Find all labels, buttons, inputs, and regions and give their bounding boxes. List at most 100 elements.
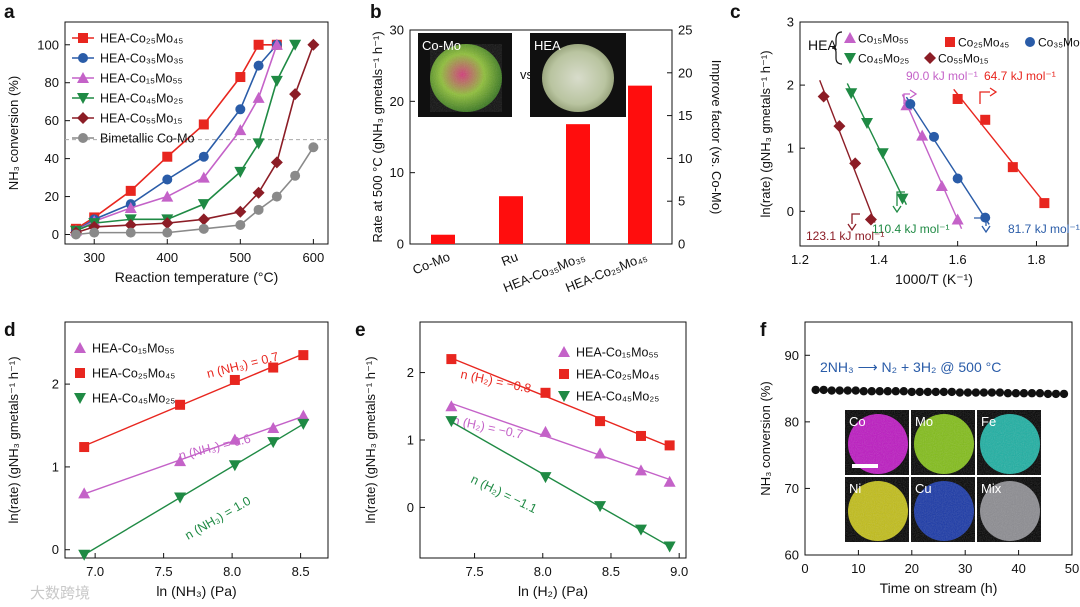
activation-energy-label: 110.4 kJ mol⁻¹	[872, 222, 949, 236]
series-line-0	[75, 43, 277, 230]
y2-tick-label: 0	[678, 237, 685, 252]
x-tick-label: 9.0	[670, 564, 688, 579]
data-point	[595, 416, 606, 427]
y-tick-label: 2	[52, 377, 59, 392]
y-tick-label: 2	[407, 365, 414, 380]
legend-marker	[945, 37, 955, 47]
data-point	[162, 174, 173, 185]
y-tick-label: 1	[407, 433, 414, 448]
arrow-head	[981, 225, 991, 234]
watermark-text: 大数跨境	[30, 584, 90, 602]
data-point	[271, 191, 282, 202]
panel-letter: b	[370, 2, 382, 23]
fit-line-1	[451, 357, 670, 448]
data-point	[916, 129, 929, 141]
series-line-2	[75, 44, 278, 232]
element-map-label: Co	[849, 414, 866, 429]
data-point	[174, 455, 187, 467]
fit-line-0	[451, 402, 670, 481]
y-tick-label: 90	[785, 348, 799, 363]
data-point	[174, 492, 187, 504]
y-tick-label: 20	[45, 189, 59, 204]
x-tick-label: 1.8	[1027, 252, 1045, 267]
x-tick-label: 30	[958, 561, 972, 576]
data-point	[445, 400, 458, 412]
data-point	[664, 440, 675, 451]
y-tick-label: 0	[52, 227, 59, 242]
legend-label: HEA-Co₂₅Mo₄₅	[576, 368, 659, 382]
data-point	[78, 549, 91, 561]
data-point	[308, 142, 319, 153]
stability-point	[1027, 389, 1037, 398]
data-point	[253, 204, 264, 215]
x-tick-label: 1.2	[791, 252, 809, 267]
data-point	[89, 227, 100, 238]
x-tick-label: 1.4	[870, 252, 888, 267]
data-point	[253, 39, 264, 50]
legend-label: HEA-Co₃₅Mo₃₅	[100, 52, 183, 66]
y-tick-label: 1	[52, 459, 59, 474]
data-point	[125, 185, 136, 196]
x-tick-label: 8.5	[602, 564, 620, 579]
data-point	[539, 472, 552, 484]
x-tick-label: 8.0	[223, 564, 241, 579]
data-point	[198, 223, 209, 234]
data-point	[297, 418, 310, 430]
data-point	[124, 201, 137, 213]
stability-point	[979, 388, 989, 397]
data-point	[124, 219, 137, 232]
stability-point	[907, 387, 916, 397]
data-point	[445, 416, 458, 428]
panel-letter: e	[355, 320, 366, 341]
reaction-equation: 2NH₃ ⟶ N₂ + 3H₂ @ 500 °C	[820, 359, 1001, 375]
data-point	[229, 374, 240, 385]
data-point	[252, 91, 265, 103]
stability-point	[1043, 389, 1053, 399]
panel-letter: d	[4, 320, 16, 341]
stability-point	[923, 387, 933, 397]
legend-label: Co₅₅Mo₁₅	[938, 52, 989, 66]
x-tick-label: 400	[156, 250, 178, 265]
legend-label: HEA-Co₁₅Mo₅₅	[92, 342, 175, 356]
stability-point	[827, 386, 836, 395]
legend-label: Co₁₅Mo₅₅	[858, 32, 909, 46]
data-point	[197, 199, 210, 211]
y-tick-label: 2	[787, 78, 794, 93]
data-point	[161, 217, 174, 230]
data-point	[162, 227, 173, 238]
data-point	[594, 447, 607, 459]
stability-point	[811, 385, 820, 395]
stability-point	[819, 385, 828, 395]
data-point	[307, 38, 320, 51]
panel-letter: c	[730, 2, 741, 23]
data-point	[594, 501, 607, 513]
arrow-head	[847, 223, 857, 232]
data-point	[252, 186, 265, 199]
legend-label: HEA-Co₂₅Mo₄₅	[92, 367, 175, 381]
element-map-texture	[977, 477, 1041, 542]
legend-label: HEA-Co₄₅Mo₂₅	[92, 392, 175, 406]
stability-point	[1059, 389, 1069, 399]
data-point	[228, 433, 241, 445]
x-tick-label: 8.5	[292, 564, 310, 579]
x-axis-label: ln (NH₃) (Pa)	[156, 583, 236, 599]
inset-texture	[430, 44, 502, 112]
data-point	[663, 541, 676, 553]
y-tick-label: 0	[407, 500, 414, 515]
x-axis-label: ln (H₂) (Pa)	[518, 583, 588, 599]
data-point	[270, 38, 283, 50]
fit-line-4	[819, 79, 876, 223]
y-tick-label: 80	[45, 75, 59, 90]
data-point	[663, 475, 676, 487]
x-tick-label: 300	[83, 250, 105, 265]
stability-point	[851, 386, 860, 395]
y2-tick-label: 15	[678, 108, 692, 123]
data-point	[634, 524, 647, 536]
data-point	[929, 131, 939, 142]
legend-group-label: HEA	[808, 37, 837, 53]
x-tick-label: 500	[229, 250, 251, 265]
element-map-texture	[977, 410, 1041, 475]
data-point	[198, 151, 209, 162]
activation-energy-label: 64.7 kJ mol⁻¹	[984, 69, 1056, 83]
